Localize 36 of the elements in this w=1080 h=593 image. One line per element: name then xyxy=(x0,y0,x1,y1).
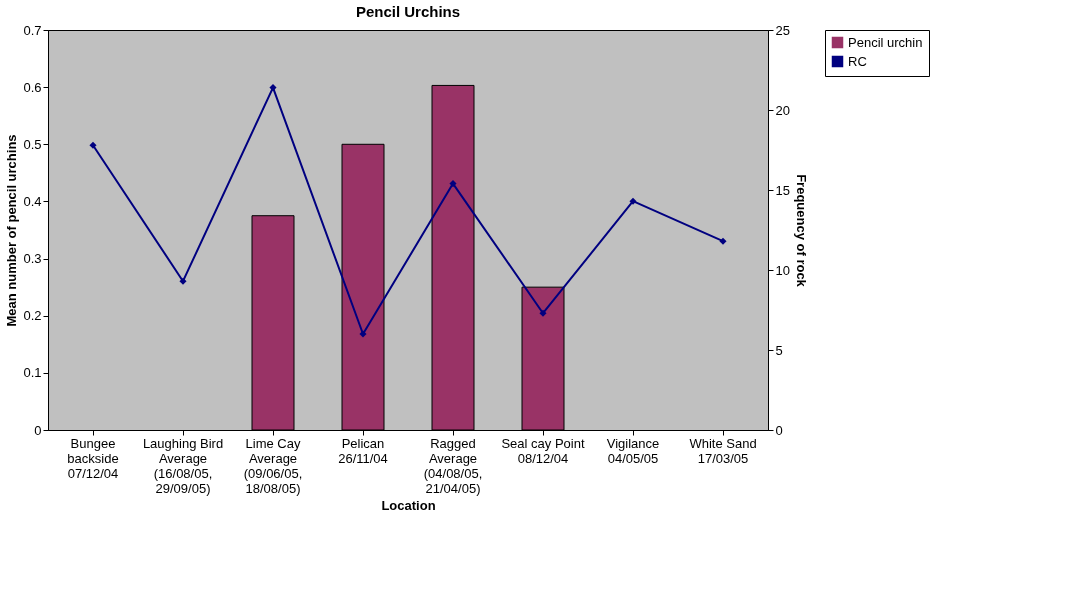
y-tick-label: 0.5 xyxy=(23,136,42,152)
x-tick-label: Pelican 26/11/04 xyxy=(338,435,388,466)
y-tick-label: 0.4 xyxy=(23,193,42,209)
y-tick-label: 0.3 xyxy=(23,251,42,267)
y2-tick-label: 10 xyxy=(775,262,790,278)
x-tick-label: Lime Cay Average (09/06/05, 18/08/05) xyxy=(243,435,303,496)
point xyxy=(449,180,457,188)
x-tick-label: White Sand 17/03/05 xyxy=(689,435,757,466)
point xyxy=(629,197,637,205)
y2-tick-label: 0 xyxy=(775,422,783,438)
x-axis-title: Location xyxy=(381,497,436,513)
y2-tick-label: 15 xyxy=(775,182,790,198)
y-tick-label: 0.1 xyxy=(23,365,42,381)
legend-label: RC xyxy=(848,53,867,69)
y2-tick-label: 20 xyxy=(775,102,790,118)
point xyxy=(179,277,187,285)
y2-tick-label: 25 xyxy=(775,22,790,38)
x-tick-label: Laughing Bird Average (16/08/05, 29/09/05) xyxy=(142,435,224,496)
chart-title: Pencil Urchins xyxy=(355,3,461,20)
y2-tick-label: 5 xyxy=(775,342,783,358)
point xyxy=(539,309,547,317)
y-tick-label: 0.6 xyxy=(23,79,42,95)
x-tick-label: Ragged Average (04/08/05, 21/04/05) xyxy=(423,435,483,496)
point xyxy=(89,141,97,149)
point xyxy=(269,84,277,92)
point xyxy=(719,237,727,245)
point xyxy=(359,330,367,338)
x-tick-label: Bungee backside 07/12/04 xyxy=(67,435,119,481)
x-tick-label: Vigilance 04/05/05 xyxy=(606,435,660,466)
legend-label: Pencil urchin xyxy=(848,34,923,50)
y-tick-label: 0.2 xyxy=(23,308,42,324)
y2-axis-title: Frequency of rock xyxy=(793,174,809,288)
y-axis-title: Mean number of pencil urchins xyxy=(4,134,20,327)
x-tick-label: Seal cay Point 08/12/04 xyxy=(501,435,585,466)
y-tick-label: 0.7 xyxy=(23,22,42,38)
y-tick-label: 0 xyxy=(34,422,42,438)
